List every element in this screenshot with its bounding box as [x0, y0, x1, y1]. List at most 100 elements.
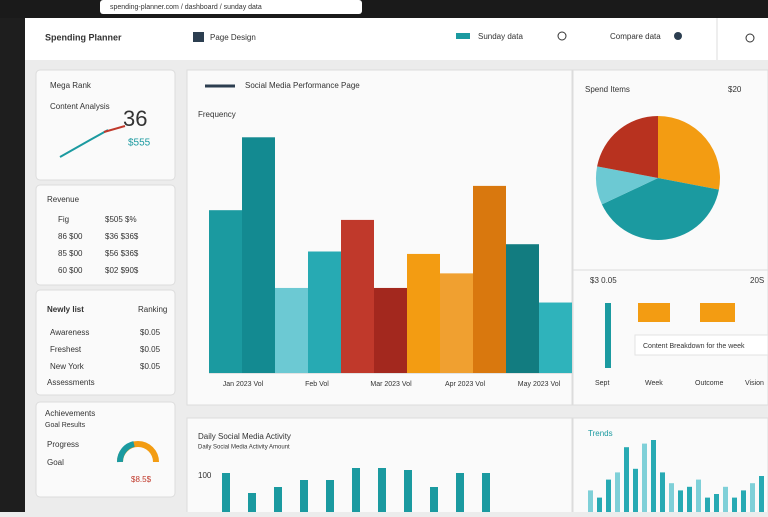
- bar: [741, 490, 746, 512]
- card: [35, 401, 176, 498]
- gauge-title: Achievements: [45, 409, 95, 418]
- bar: [669, 483, 674, 512]
- filter[interactable]: Sunday data: [478, 32, 523, 41]
- pie-slice: [658, 116, 720, 190]
- trends-title: Trends: [588, 429, 613, 438]
- sidebar: [0, 18, 25, 512]
- x-tick-label: Vision: [745, 380, 764, 387]
- menu[interactable]: Compare data: [610, 32, 661, 41]
- bar: [597, 497, 602, 512]
- gauge-row: Goal: [47, 458, 64, 467]
- bar: [300, 480, 308, 512]
- pie-total: $20: [728, 85, 742, 94]
- header-title: Spending Planner: [45, 32, 122, 42]
- bar: [456, 473, 464, 512]
- bar: [407, 253, 440, 373]
- bar: [404, 470, 412, 512]
- tab[interactable]: Page Design: [210, 33, 256, 42]
- bar: [539, 302, 572, 373]
- bar: [750, 483, 755, 512]
- list-value: $0.05: [140, 362, 161, 371]
- list-label: Freshest: [50, 345, 82, 354]
- bar: [714, 494, 719, 512]
- icon[interactable]: [557, 31, 567, 41]
- x-tick-label: Jan 2023 Vol: [223, 381, 264, 388]
- pie-title: Spend Items: [585, 85, 630, 94]
- gauge-value: $8.5$: [131, 475, 152, 484]
- y-axis-label: Frequency: [198, 110, 236, 119]
- bar: [678, 490, 683, 512]
- bar: [651, 440, 656, 512]
- bar: [274, 487, 282, 512]
- pie-slice: [596, 166, 658, 205]
- card: [35, 184, 176, 286]
- gauge-row: Progress: [47, 440, 79, 449]
- chart-title: Social Media Performance Page: [245, 81, 360, 90]
- bar: [275, 287, 308, 373]
- card: [35, 289, 176, 396]
- icon[interactable]: [674, 32, 682, 40]
- stat-label: 86 $00: [58, 232, 83, 241]
- url: spending-planner.com / dashboard / sunda…: [110, 4, 262, 11]
- bar: [308, 251, 341, 373]
- note-box: [634, 334, 768, 356]
- list-action[interactable]: Ranking: [138, 305, 167, 314]
- stats-title: Revenue: [47, 195, 80, 204]
- icon[interactable]: [745, 33, 755, 43]
- list-value: $0.05: [140, 328, 161, 337]
- x-tick-label: Outcome: [695, 380, 724, 387]
- url-box[interactable]: [100, 0, 362, 14]
- daily-ylabel: 100: [198, 471, 212, 480]
- bar: [248, 493, 256, 512]
- x-tick-label: Week: [645, 380, 663, 387]
- bar: [700, 303, 735, 322]
- list-label: Awareness: [50, 328, 89, 337]
- filter-icon: [456, 33, 470, 39]
- list-footer: Assessments: [47, 378, 95, 387]
- x-tick-label: Apr 2023 Vol: [445, 381, 486, 388]
- bar: [605, 303, 611, 368]
- bar: [378, 468, 386, 512]
- bar: [642, 443, 647, 512]
- x-tick-label: Mar 2023 Vol: [370, 381, 412, 388]
- kpi-title: Mega Rank: [50, 81, 92, 90]
- pie-slice: [601, 178, 719, 241]
- bar: [705, 497, 710, 512]
- kpi-sub: $555: [128, 138, 151, 149]
- bar: [430, 487, 438, 512]
- bar: [687, 486, 692, 512]
- bar: [723, 486, 728, 512]
- stat-value: $36 $36$: [105, 232, 139, 241]
- weekly-title: $3 0.05: [590, 276, 617, 285]
- bar: [209, 210, 242, 373]
- bar: [440, 273, 473, 373]
- bar: [615, 472, 620, 512]
- list-value: $0.05: [140, 345, 161, 354]
- list-title: Newly list: [47, 305, 84, 314]
- kpi-subtitle: Content Analysis: [50, 102, 110, 111]
- bar: [638, 303, 670, 322]
- x-tick-label: Feb Vol: [305, 381, 329, 388]
- bar: [473, 185, 506, 373]
- bar: [242, 137, 275, 373]
- daily-subtitle: Daily Social Media Activity Amount: [198, 445, 290, 451]
- stat-label: 85 $00: [58, 249, 83, 258]
- bar: [633, 468, 638, 512]
- gauge-arc: [117, 441, 135, 463]
- kpi-value: 36: [123, 106, 147, 131]
- bar: [341, 219, 374, 373]
- bar: [352, 468, 360, 512]
- bar: [506, 244, 539, 373]
- stat-value: $02 $90$: [105, 266, 139, 275]
- gauge-subtitle: Goal Results: [45, 422, 86, 429]
- weekly-note: Content Breakdown for the week: [643, 343, 745, 350]
- bar: [374, 287, 407, 373]
- stat-label: 60 $00: [58, 266, 83, 275]
- daily-title: Daily Social Media Activity: [198, 432, 291, 441]
- header: [25, 18, 768, 60]
- bar: [588, 490, 593, 512]
- bar: [222, 473, 230, 512]
- bar: [482, 473, 490, 512]
- x-tick-label: May 2023 Vol: [518, 381, 561, 388]
